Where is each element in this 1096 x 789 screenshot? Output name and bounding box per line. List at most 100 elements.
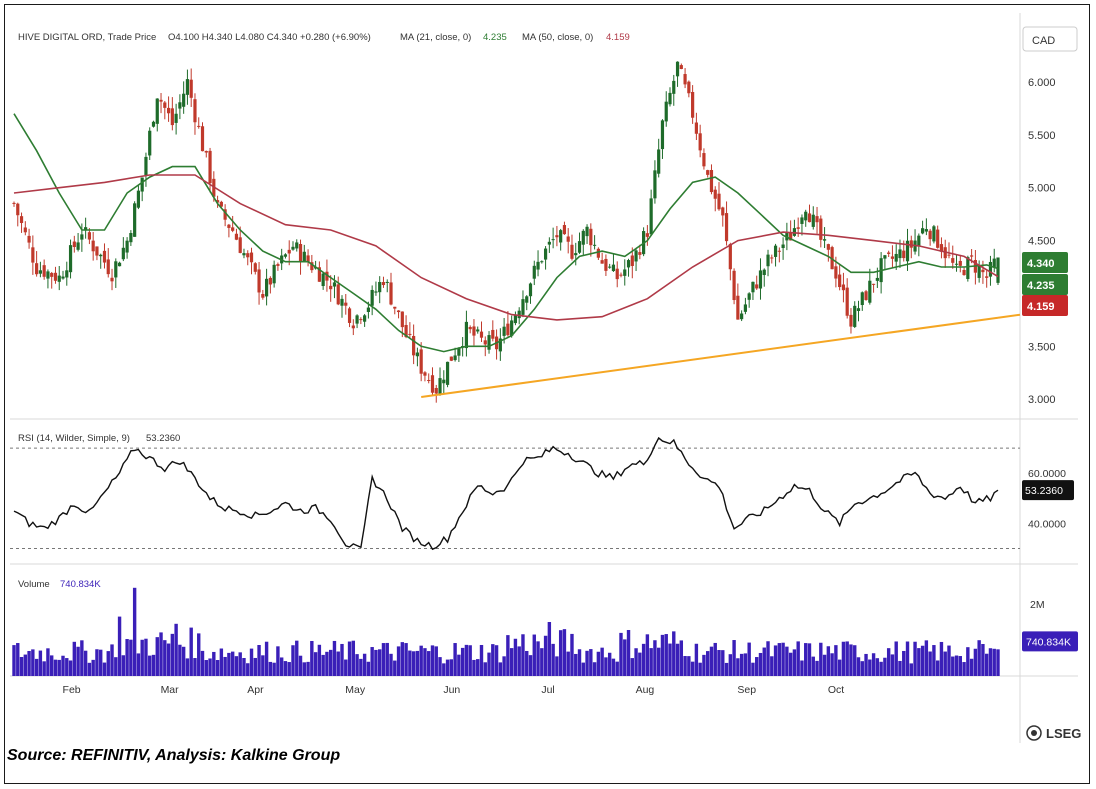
candle — [370, 285, 374, 316]
volume-bar — [924, 640, 929, 676]
candle — [540, 260, 544, 264]
candle — [510, 315, 514, 338]
volume-bar — [528, 655, 533, 676]
volume-bar — [830, 653, 834, 676]
rsi-tag-text: 53.2360 — [1025, 485, 1063, 497]
volume-bar — [886, 648, 891, 676]
volume-bar — [34, 658, 39, 676]
candle — [740, 310, 744, 322]
ma21-legend-value: 4.235 — [483, 32, 507, 43]
volume-bar — [144, 638, 148, 676]
candle — [596, 247, 600, 260]
candle — [487, 331, 491, 354]
candle — [585, 224, 589, 244]
candle — [476, 326, 480, 334]
price-tick-label: 5.000 — [1028, 183, 1056, 195]
candle — [393, 306, 397, 315]
volume-bar — [743, 653, 748, 676]
currency-button[interactable]: CAD — [1022, 26, 1078, 52]
candle — [819, 215, 823, 248]
ma50-line — [13, 174, 999, 321]
volume-bar — [645, 634, 650, 676]
candle — [189, 68, 193, 107]
support-trendline-extension — [997, 313, 1021, 319]
candle — [61, 270, 65, 280]
month-tick-label: May — [345, 684, 366, 696]
volume-bar — [261, 655, 265, 676]
candle — [649, 189, 653, 237]
volume-bar — [894, 641, 898, 676]
volume-bar — [238, 652, 242, 676]
volume-bar — [509, 648, 514, 676]
candle — [747, 292, 751, 308]
volume-bar — [438, 657, 442, 676]
candle — [679, 63, 683, 70]
volume-bar — [988, 648, 993, 676]
volume-bar — [87, 662, 92, 676]
candle — [453, 347, 457, 362]
volume-bar — [883, 657, 887, 676]
candle — [849, 308, 853, 334]
volume-bar — [766, 641, 770, 676]
volume-bar — [958, 656, 962, 676]
candle — [660, 119, 665, 159]
candle — [581, 229, 585, 256]
volume-bar — [811, 656, 815, 676]
candle — [344, 293, 348, 315]
volume-value: 740.834K — [60, 579, 101, 590]
candle — [555, 225, 559, 247]
volume-bar — [826, 646, 831, 676]
candle — [751, 281, 755, 301]
candle — [359, 317, 363, 325]
volume-bar — [856, 657, 861, 676]
candle — [777, 247, 781, 263]
volume-bar — [46, 648, 50, 676]
volume-bar — [415, 650, 420, 676]
volume-tag-text: 740.834K — [1026, 636, 1071, 648]
candle — [717, 182, 721, 211]
candle — [506, 311, 510, 337]
candle — [389, 272, 393, 306]
volume-bar — [223, 656, 227, 676]
volume-bar — [973, 648, 978, 676]
candle — [939, 237, 944, 259]
candle — [31, 235, 35, 275]
volume-bar — [336, 651, 340, 676]
candle — [800, 214, 804, 236]
candle — [16, 202, 20, 227]
month-tick-label: Jun — [443, 684, 460, 696]
volume-bar — [449, 659, 454, 676]
candle — [498, 328, 502, 361]
volume-bar — [981, 643, 985, 676]
volume-bar — [898, 660, 902, 676]
candle — [253, 262, 257, 275]
candle — [261, 289, 265, 300]
candle — [871, 283, 876, 293]
volume-bar — [110, 644, 114, 676]
volume-bar — [276, 646, 280, 676]
volume-bar — [932, 645, 936, 676]
rsi-tick-label: 40.0000 — [1028, 518, 1066, 530]
symbol-label: HIVE DIGITAL ORD, Trade Price — [18, 32, 156, 43]
candle — [672, 74, 676, 106]
price-tag-text: 4.340 — [1027, 258, 1055, 270]
candle — [42, 259, 46, 280]
candle — [600, 252, 604, 264]
candle — [427, 373, 431, 384]
volume-bar — [434, 646, 438, 676]
candle — [811, 206, 815, 230]
volume-bar — [845, 641, 849, 676]
volume-bar — [185, 658, 190, 676]
volume-bar — [381, 643, 386, 676]
candle — [276, 262, 280, 271]
candle — [626, 258, 631, 277]
volume-bar — [453, 643, 457, 676]
volume-value-tag: 740.834K — [1022, 631, 1078, 652]
volume-bar — [193, 658, 197, 676]
candle — [909, 235, 913, 259]
candle — [822, 227, 827, 249]
volume-bar — [619, 632, 623, 676]
volume-bar — [404, 643, 408, 676]
rsi-value: 53.2360 — [146, 433, 180, 444]
candle — [464, 310, 469, 357]
